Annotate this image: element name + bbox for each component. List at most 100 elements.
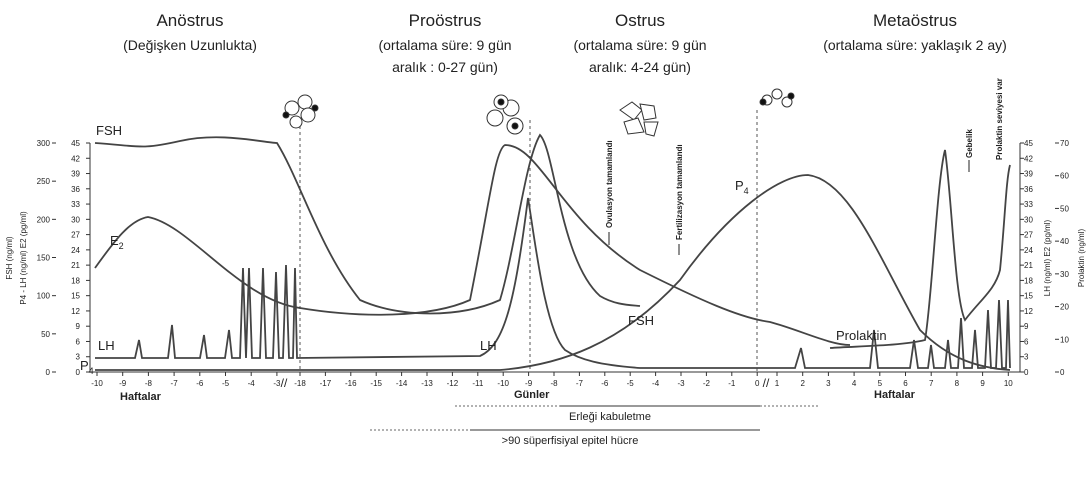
phase-title: Anöstrus	[156, 11, 223, 30]
e2-curve	[94, 144, 851, 346]
x-tick-label: 1	[775, 379, 780, 388]
x-tick-label: -13	[421, 379, 433, 388]
x-tick-label: 4	[852, 379, 857, 388]
curve-subscript: 2	[119, 241, 124, 251]
y-tick-label: 30	[1060, 270, 1069, 279]
event-label: Gebelik	[965, 129, 974, 158]
prl-axis-label: Prolaktin (ng/ml)	[1077, 229, 1086, 288]
y-tick-label: 50	[41, 330, 50, 339]
y-tick-label: 0	[1024, 368, 1029, 377]
y-tick-label: 200	[37, 215, 51, 224]
y-tick-label: 6	[1024, 337, 1029, 346]
x-tick-label: -11	[472, 379, 484, 388]
y-tick-label: 30	[1024, 215, 1033, 224]
y-tick-label: 36	[71, 185, 80, 194]
x-tick-label: -4	[248, 379, 256, 388]
cell-cluster	[486, 94, 524, 135]
curve-label: FSH	[628, 313, 654, 328]
y-tick-label: 45	[71, 139, 80, 148]
x-tick-label: 9	[980, 379, 985, 388]
cell-cluster	[282, 94, 319, 129]
y-tick-label: 21	[1024, 261, 1033, 270]
phase-subtitle: aralık: 4-24 gün)	[589, 59, 691, 75]
x-tick-label: -1	[728, 379, 736, 388]
curve-label: E2	[110, 233, 124, 251]
y-tick-label: 60	[1060, 172, 1069, 181]
receptive-label: Erleği kabuletme	[569, 411, 651, 423]
x-tick-label: -12	[447, 379, 459, 388]
y-tick-label: 50	[1060, 204, 1069, 213]
y-tick-label: 9	[76, 322, 81, 331]
y-tick-label: 24	[1024, 246, 1033, 255]
x-tick-label: -16	[345, 379, 357, 388]
y-tick-label: 42	[71, 154, 80, 163]
phase-subtitle: aralık : 0-27 gün)	[392, 59, 498, 75]
weeks-label: Haftalar	[874, 389, 916, 401]
y-tick-label: 24	[71, 246, 80, 255]
curve-label: E	[110, 233, 119, 248]
y-tick-label: 9	[1024, 322, 1029, 331]
y-tick-label: 15	[1024, 292, 1033, 301]
phase-subtitle: (ortalama süre: yaklaşık 2 ay)	[823, 37, 1007, 53]
curve-label: P4	[735, 178, 749, 196]
x-tick-label: 10	[1004, 379, 1013, 388]
x-tick-label: -9	[525, 379, 533, 388]
x-tick-label: 6	[903, 379, 908, 388]
curve-subscript: 4	[89, 366, 94, 376]
x-tick-label: -15	[370, 379, 382, 388]
y-tick-label: 3	[76, 353, 81, 362]
y-tick-label: 15	[71, 292, 80, 301]
y-tick-label: 39	[1024, 170, 1033, 179]
days-label: Günler	[514, 389, 550, 401]
curve-label: P	[80, 358, 89, 373]
y-tick-label: 36	[1024, 185, 1033, 194]
x-tick-label: -18	[294, 379, 306, 388]
fsh-axis-label: FSH (ng/ml)	[5, 236, 14, 279]
x-tick-label: 7	[929, 379, 934, 388]
x-tick-label: -10	[497, 379, 509, 388]
y-tick-label: 45	[1024, 139, 1033, 148]
curve-label: LH	[98, 338, 115, 353]
event-label: Ovulasyon tamamlandı	[605, 140, 614, 228]
y-tick-label: 39	[71, 170, 80, 179]
x-tick-label: 8	[955, 379, 960, 388]
y-tick-label: 42	[1024, 154, 1033, 163]
y-tick-label: 300	[37, 139, 51, 148]
cell-cluster	[619, 101, 659, 137]
phase-subtitle: (Değişken Uzunlukta)	[123, 37, 257, 53]
cell-cluster	[759, 88, 795, 108]
y-tick-label: 100	[37, 292, 51, 301]
phase-title: Proöstrus	[409, 11, 482, 30]
y-tick-label: 250	[37, 177, 51, 186]
x-tick-label: 3	[826, 379, 831, 388]
ticks: 0501001502002503000369121518212427303336…	[37, 139, 1070, 388]
p4-curve	[95, 174, 1011, 371]
lh-axis-label: LH (ng/ml) E2 (pg/ml)	[1043, 219, 1052, 296]
x-tick-label: -6	[196, 379, 204, 388]
curve-label: FSH	[96, 123, 122, 138]
y-tick-label: 0	[76, 368, 81, 377]
y-tick-label: 12	[1024, 307, 1033, 316]
event-label: Prolaktin seviyesi var	[995, 78, 1004, 160]
y-tick-label: 18	[71, 276, 80, 285]
y-tick-label: 33	[71, 200, 80, 209]
y-tick-label: 0	[46, 368, 51, 377]
x-tick-label: -3	[677, 379, 685, 388]
phase-title: Metaöstrus	[873, 11, 957, 30]
prolactin-curve	[829, 149, 1011, 349]
y-tick-label: 21	[71, 261, 80, 270]
x-tick-label: -9	[119, 379, 127, 388]
fsh-curve	[94, 133, 641, 315]
y-tick-label: 70	[1060, 139, 1069, 148]
x-tick-label: -14	[396, 379, 408, 388]
p4-axis-label: P4 - LH (ng/ml) E2 (pg/ml)	[19, 211, 28, 305]
x-tick-label: 5	[878, 379, 883, 388]
y-tick-label: 12	[71, 307, 80, 316]
x-tick-label: -7	[171, 379, 179, 388]
x-tick-label: -2	[703, 379, 711, 388]
axis-break: //	[763, 376, 770, 390]
y-tick-label: 3	[1024, 353, 1029, 362]
x-tick-label: -10	[91, 379, 103, 388]
y-tick-label: 0	[1060, 368, 1065, 377]
curve-label: P	[735, 178, 744, 193]
